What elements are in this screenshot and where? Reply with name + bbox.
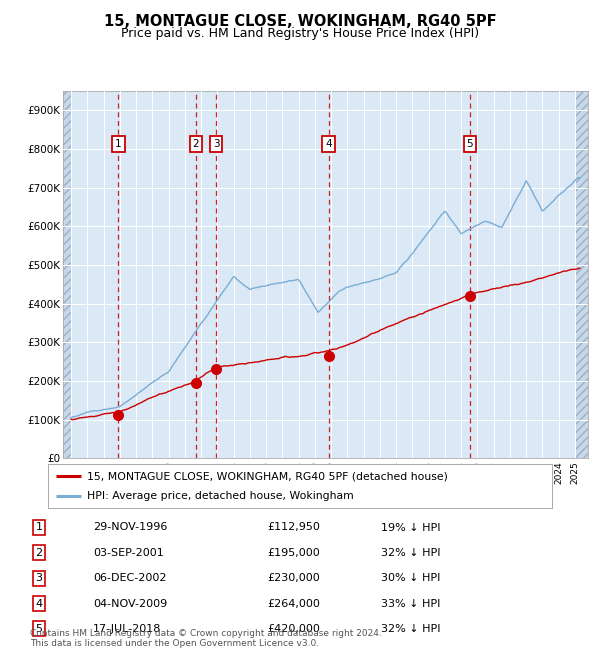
- Bar: [575, 91, 588, 458]
- Text: 33% ↓ HPI: 33% ↓ HPI: [381, 599, 440, 608]
- Text: 4: 4: [325, 139, 332, 150]
- Text: 04-NOV-2009: 04-NOV-2009: [93, 599, 167, 608]
- Text: 3: 3: [35, 573, 43, 583]
- Text: 19% ↓ HPI: 19% ↓ HPI: [381, 523, 440, 532]
- Text: £112,950: £112,950: [267, 523, 320, 532]
- Text: 30% ↓ HPI: 30% ↓ HPI: [381, 573, 440, 583]
- Text: 2: 2: [35, 548, 43, 558]
- Text: 3: 3: [213, 139, 220, 150]
- Text: Price paid vs. HM Land Registry's House Price Index (HPI): Price paid vs. HM Land Registry's House …: [121, 27, 479, 40]
- Text: £230,000: £230,000: [267, 573, 320, 583]
- Text: 06-DEC-2002: 06-DEC-2002: [93, 573, 167, 583]
- Text: 4: 4: [35, 599, 43, 608]
- Text: 15, MONTAGUE CLOSE, WOKINGHAM, RG40 5PF: 15, MONTAGUE CLOSE, WOKINGHAM, RG40 5PF: [104, 14, 496, 29]
- Bar: [63, 91, 71, 458]
- Text: 29-NOV-1996: 29-NOV-1996: [93, 523, 167, 532]
- Text: 03-SEP-2001: 03-SEP-2001: [93, 548, 164, 558]
- Text: HPI: Average price, detached house, Wokingham: HPI: Average price, detached house, Woki…: [88, 491, 354, 501]
- Bar: [63, 91, 71, 458]
- Text: 1: 1: [35, 523, 43, 532]
- Text: 5: 5: [467, 139, 473, 150]
- Text: 1: 1: [115, 139, 122, 150]
- Text: 5: 5: [35, 624, 43, 634]
- Text: 32% ↓ HPI: 32% ↓ HPI: [381, 548, 440, 558]
- Text: Contains HM Land Registry data © Crown copyright and database right 2024.
This d: Contains HM Land Registry data © Crown c…: [30, 629, 382, 648]
- Text: 2: 2: [193, 139, 199, 150]
- Text: £264,000: £264,000: [267, 599, 320, 608]
- Text: £420,000: £420,000: [267, 624, 320, 634]
- Text: 32% ↓ HPI: 32% ↓ HPI: [381, 624, 440, 634]
- Text: 15, MONTAGUE CLOSE, WOKINGHAM, RG40 5PF (detached house): 15, MONTAGUE CLOSE, WOKINGHAM, RG40 5PF …: [88, 471, 448, 481]
- Text: 17-JUL-2018: 17-JUL-2018: [93, 624, 161, 634]
- Text: £195,000: £195,000: [267, 548, 320, 558]
- Bar: [575, 91, 588, 458]
